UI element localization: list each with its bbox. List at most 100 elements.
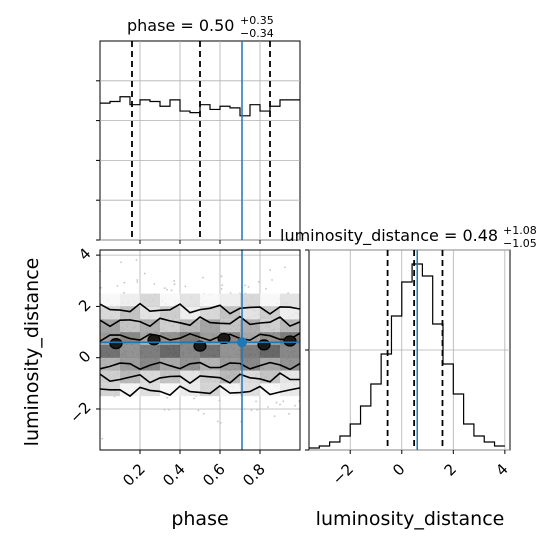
joint-sample-point — [168, 408, 170, 411]
ylabel-luminosity-distance: luminosity_distance — [21, 258, 43, 447]
joint-sample-point — [220, 275, 223, 278]
lumdist-title-minus: −1.05 — [503, 237, 537, 250]
joint-sample-point — [244, 284, 246, 287]
joint-density-cell — [240, 319, 260, 333]
joint-sample-point — [282, 400, 285, 403]
lumdist-hist-grid — [309, 249, 510, 451]
joint-panel: 0.2 0.4 0.6 0.8 −2 0 2 4 — [66, 245, 301, 490]
phase-title-plus: +0.35 — [240, 14, 274, 27]
joint-density-cell — [200, 293, 220, 307]
joint-sample-point — [284, 266, 286, 269]
joint-sample-point — [221, 284, 224, 287]
joint-density-cell — [280, 306, 300, 320]
lumdist-hist-step-line — [309, 263, 505, 449]
joint-sample-point — [219, 421, 222, 424]
lumdist-hist-quantiles — [386, 250, 444, 450]
joint-sample-point — [173, 280, 176, 282]
joint-sample-point — [267, 406, 269, 408]
joint-contour-loop-5 — [283, 335, 297, 347]
joint-sample-point — [265, 287, 267, 290]
joint-contour-1-1 — [99, 315, 301, 328]
joint-density-cell — [120, 344, 140, 358]
joint-sample-point — [122, 291, 125, 294]
joint-density-cell — [160, 344, 180, 358]
phase-title-minus: −0.34 — [240, 27, 274, 40]
lumdist-hist-xtick-label-3: 4 — [492, 460, 511, 479]
joint-density-cell — [220, 383, 240, 397]
phase-hist-frame — [99, 40, 301, 241]
joint-density-cell — [120, 293, 140, 307]
joint-density-cell — [240, 293, 260, 307]
joint-xtick-label-0: 0.2 — [119, 460, 149, 490]
joint-density-cell — [220, 293, 240, 307]
phase-hist-ticks — [96, 80, 261, 244]
joint-density-cell — [220, 357, 240, 371]
joint-sample-point — [116, 284, 119, 287]
joint-density-cell — [160, 293, 180, 307]
joint-sample-point — [256, 409, 259, 411]
joint-density-cell — [140, 344, 160, 358]
joint-sample-point — [197, 409, 200, 412]
lumdist-hist-xtick-label-1: 0 — [389, 460, 408, 479]
lumdist-histogram-panel: −2 0 2 4 luminosity_distance = 0.48 +1.08 −… — [280, 224, 537, 488]
joint-sample-point — [288, 412, 290, 415]
joint-density-cell — [160, 306, 180, 320]
joint-ytick-label-0: −2 — [66, 398, 94, 426]
joint-contour-0-0 — [99, 384, 301, 398]
joint-contours — [99, 302, 301, 398]
joint-contour-0-1 — [99, 302, 301, 315]
joint-density-cell — [240, 344, 260, 358]
joint-ytick-label-3: 4 — [75, 245, 94, 264]
joint-sample-point — [218, 399, 221, 402]
joint-sample-point — [294, 404, 297, 407]
joint-density-cell — [260, 293, 280, 307]
joint-density-cell — [200, 383, 220, 397]
joint-density-cell — [180, 383, 200, 397]
joint-contour-loop-1 — [147, 334, 161, 346]
joint-density-cell — [220, 319, 240, 333]
lumdist-hist-title: luminosity_distance = 0.48 — [280, 226, 498, 246]
joint-sample-point — [163, 287, 166, 289]
xlabel-phase: phase — [171, 508, 228, 530]
joint-truth-marker — [237, 337, 247, 348]
lumdist-title-value: 0.48 — [462, 226, 498, 245]
joint-sample-point — [136, 279, 139, 281]
xlabel-luminosity-distance: luminosity_distance — [316, 508, 505, 530]
joint-density-cell — [180, 370, 200, 384]
joint-density-cell — [100, 293, 120, 307]
joint-density-cell — [100, 306, 120, 320]
joint-sample-point — [255, 400, 257, 403]
joint-density-cell — [120, 306, 140, 320]
joint-density-cell — [280, 344, 300, 358]
joint-sample-point — [243, 408, 246, 411]
joint-xtick-label-1: 0.4 — [159, 460, 189, 490]
joint-ytick-label-2: 2 — [75, 296, 94, 315]
joint-sample-point — [247, 286, 250, 288]
joint-density-cell — [260, 357, 280, 371]
joint-sample-point — [229, 292, 232, 294]
joint-frame — [99, 249, 301, 451]
joint-sample-point — [184, 285, 187, 288]
joint-sample-point — [216, 420, 219, 423]
phase-hist-quantiles — [131, 41, 271, 240]
joint-density-cell — [240, 370, 260, 384]
joint-sample-point — [279, 403, 281, 406]
phase-title-value: 0.50 — [199, 16, 235, 35]
joint-sample-point — [123, 281, 126, 284]
phase-title-prefix: phase = — [127, 16, 199, 35]
joint-density-cell — [140, 293, 160, 307]
joint-sample-point — [153, 283, 156, 285]
joint-density-cell — [240, 383, 260, 397]
joint-xtick-label-2: 0.6 — [199, 460, 229, 490]
joint-sample-point — [193, 397, 195, 400]
joint-sample-point — [269, 269, 272, 272]
phase-hist-title: phase = 0.50 — [127, 16, 234, 35]
joint-sample-point — [273, 415, 276, 418]
lumdist-hist-steps — [309, 263, 505, 449]
joint-sample-point — [201, 276, 204, 279]
joint-density-cell — [260, 319, 280, 333]
lumdist-hist-xtick-label-0: −2 — [329, 460, 357, 488]
joint-contour-loop-0 — [109, 337, 123, 350]
joint-contour-1-0 — [99, 372, 301, 385]
joint-sample-point — [120, 261, 123, 264]
